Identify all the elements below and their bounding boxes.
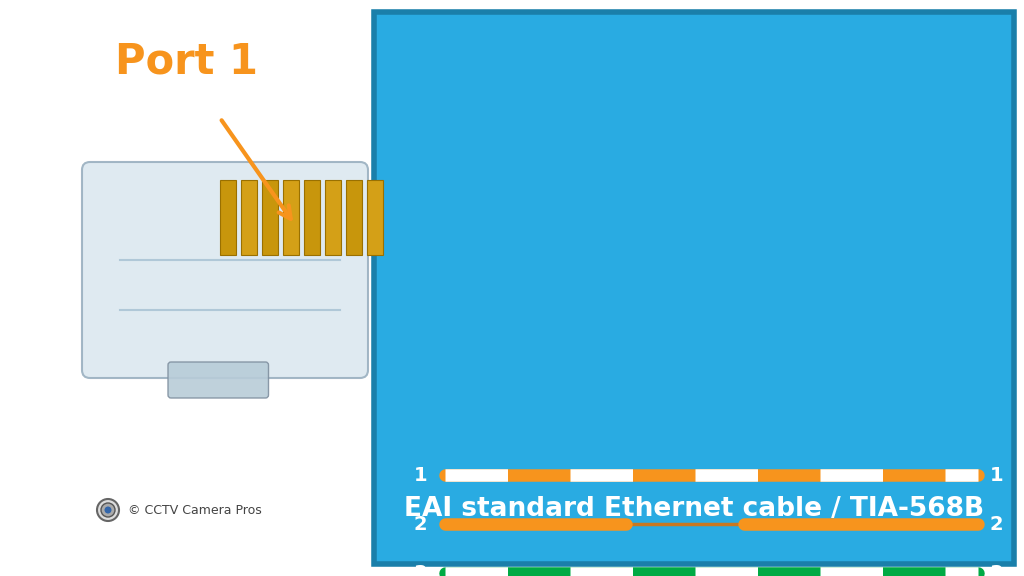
Text: 3: 3 xyxy=(990,564,1004,576)
Ellipse shape xyxy=(97,499,119,521)
Text: EAI standard Ethernet cable / TIA-568B: EAI standard Ethernet cable / TIA-568B xyxy=(403,496,984,522)
Bar xyxy=(241,180,257,255)
Bar xyxy=(367,180,383,255)
Bar xyxy=(325,180,341,255)
Text: 2: 2 xyxy=(414,515,427,533)
FancyBboxPatch shape xyxy=(168,362,268,398)
Bar xyxy=(262,180,278,255)
FancyBboxPatch shape xyxy=(374,12,1014,564)
Bar xyxy=(346,180,362,255)
Text: 3: 3 xyxy=(414,564,427,576)
Text: © CCTV Camera Pros: © CCTV Camera Pros xyxy=(128,503,262,517)
Ellipse shape xyxy=(104,506,112,513)
Bar xyxy=(304,180,319,255)
Bar xyxy=(283,180,299,255)
Text: 1: 1 xyxy=(990,466,1004,484)
Text: 2: 2 xyxy=(990,515,1004,533)
Ellipse shape xyxy=(101,503,115,517)
FancyBboxPatch shape xyxy=(82,162,368,378)
Bar xyxy=(220,180,236,255)
Text: 1: 1 xyxy=(414,466,427,484)
Text: Port 1: Port 1 xyxy=(115,41,258,83)
